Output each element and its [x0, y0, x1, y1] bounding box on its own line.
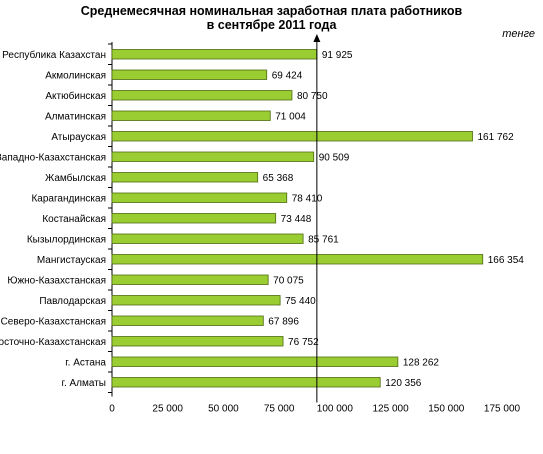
value-label: 128 262 [403, 357, 440, 368]
bar [111, 254, 484, 265]
category-label: Южно-Казахстанская [7, 275, 106, 286]
category-label: Кызылординская [27, 234, 106, 245]
value-label: 71 004 [275, 111, 306, 122]
bar [111, 49, 318, 60]
bar [111, 274, 269, 285]
value-label: 91 925 [322, 50, 353, 61]
x-tick-label: 75 000 [264, 404, 295, 415]
value-label: 85 761 [308, 234, 339, 245]
value-label: 73 448 [281, 214, 312, 225]
category-label: Восточно-Казахстанская [0, 337, 106, 348]
value-label: 161 762 [477, 132, 514, 143]
category-label: Павлодарская [39, 296, 106, 307]
x-tick-label: 100 000 [317, 404, 354, 415]
value-label: 67 896 [268, 316, 299, 327]
value-label: 80 750 [297, 91, 328, 102]
category-label: Жамбылская [45, 172, 106, 184]
value-label: 65 368 [263, 173, 294, 184]
category-label: Акмолинская [45, 70, 106, 81]
bar [111, 233, 304, 244]
value-label: 75 440 [285, 296, 316, 307]
bar [111, 131, 473, 142]
category-label: Северо-Казахстанская [1, 316, 106, 327]
value-label: 78 410 [292, 193, 323, 204]
chart-title: Среднемесячная номинальная заработная пл… [0, 4, 543, 32]
category-label: Актюбинская [45, 90, 106, 102]
category-label: Мангистауская [37, 255, 106, 266]
bar [111, 315, 264, 326]
x-tick-label: 25 000 [152, 404, 183, 415]
category-label: Западно-Казахстанская [0, 152, 106, 163]
bar [111, 172, 259, 183]
bar [111, 151, 315, 162]
category-label: Карагандинская [31, 193, 106, 204]
bar [111, 356, 399, 367]
category-label: Алматинская [45, 111, 106, 122]
bar [111, 110, 271, 121]
value-label: 76 752 [288, 337, 319, 348]
value-label: 90 509 [319, 152, 350, 163]
bar [111, 213, 277, 224]
chart-title-line-2: в сентябре 2011 года [206, 18, 337, 32]
value-label: 120 356 [385, 378, 422, 389]
x-tick-label: 150 000 [428, 404, 465, 415]
category-label: г. Алматы [62, 378, 106, 389]
value-label: 166 354 [488, 255, 525, 266]
category-label: Атырауская [51, 132, 106, 143]
bar [111, 295, 281, 306]
reference-line-arrow [313, 34, 321, 42]
unit-label: тенге [502, 28, 535, 40]
value-label: 70 075 [273, 275, 304, 286]
category-label: Костанайская [42, 214, 106, 225]
x-tick-label: 175 000 [484, 404, 521, 415]
category-label: г. Астана [65, 357, 106, 368]
bar [111, 69, 268, 80]
x-tick-label: 50 000 [208, 404, 239, 415]
category-label: Республика Казахстан [2, 49, 106, 61]
bar [111, 377, 381, 388]
value-label: 69 424 [272, 70, 303, 81]
x-tick-label: 0 [109, 404, 115, 415]
chart-title-line-1: Среднемесячная номинальная заработная пл… [80, 4, 463, 18]
bar [111, 90, 293, 101]
x-tick-label: 125 000 [372, 404, 409, 415]
bar [111, 336, 284, 347]
bar [111, 192, 288, 203]
